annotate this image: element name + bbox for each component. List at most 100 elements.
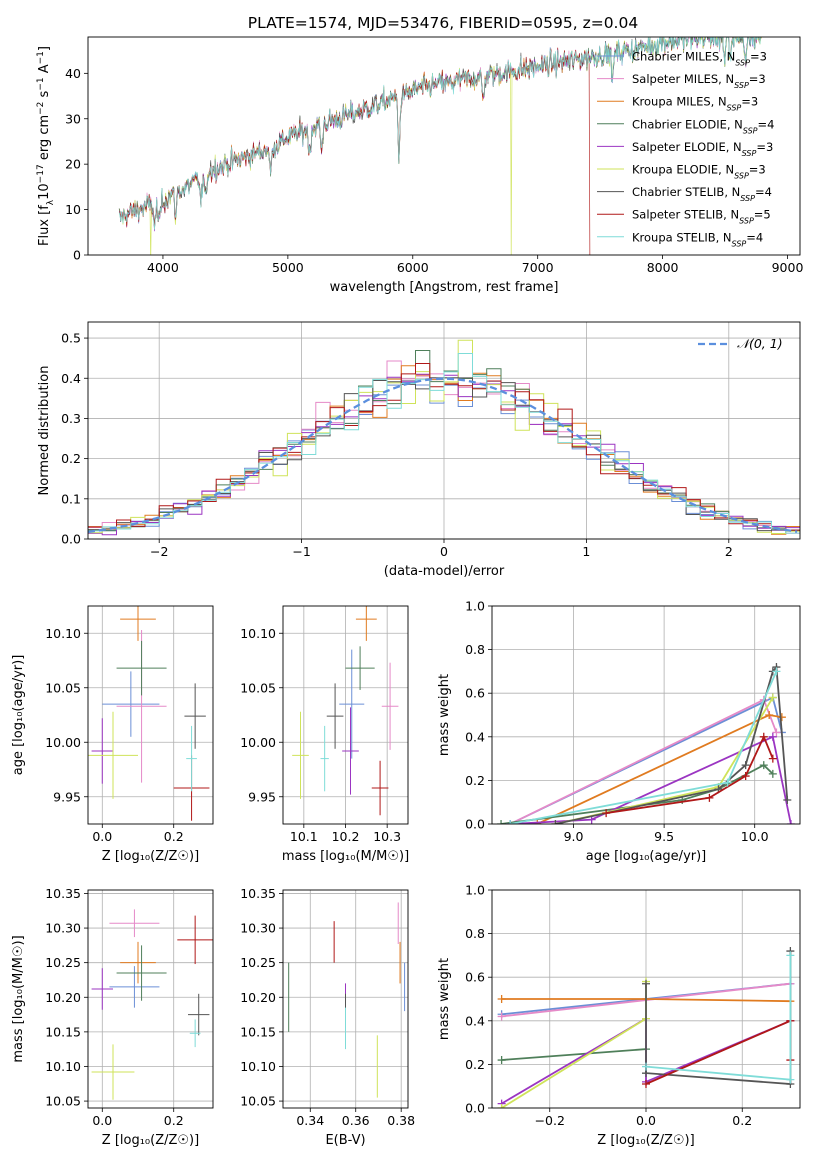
y-axis-label: Normed distribution bbox=[37, 366, 52, 496]
legend-label-chabrier_miles: Chabrier MILES, NSSP=3 bbox=[632, 50, 767, 68]
weight-marker-kroupa_elodie bbox=[768, 693, 777, 702]
weight-lines-weight_vs_Z bbox=[497, 947, 795, 1108]
weight-line-kroupa_miles bbox=[536, 714, 783, 824]
axes-age_vs_Z: 0.0 0.2 9.95 10.00 10.05 10.10 bbox=[45, 606, 213, 844]
plot-layer: 4000 5000 6000 7000 8000 9000010203040wavelen… bbox=[11, 36, 803, 1148]
legend-label-salpeter_miles: Salpeter MILES, NSSP=3 bbox=[632, 72, 766, 90]
legend-name: Salpeter STELIB, N bbox=[632, 208, 739, 222]
tick-label-y: 10.35 bbox=[240, 886, 276, 901]
weight-marker-kroupa_miles bbox=[497, 995, 506, 1003]
weight-marker-salpeter_elodie bbox=[786, 820, 795, 824]
axes-frame bbox=[87, 321, 801, 540]
weight-line-salpeter_stelib bbox=[645, 1019, 792, 1085]
legend-sub: SSP bbox=[734, 81, 749, 90]
x-axis-label: Z [log₁₀(Z/Z☉)] bbox=[597, 1133, 694, 1148]
legend-name: Kroupa ELODIE, N bbox=[632, 163, 734, 177]
y-axis-label: age [log₁₀(age/yr)] bbox=[11, 655, 26, 776]
weight-marker-kroupa_elodie bbox=[497, 1104, 506, 1108]
y-label-part: λ bbox=[46, 199, 56, 205]
tick-label-y: 0.5 bbox=[61, 331, 81, 346]
tick-label-y: 10.05 bbox=[240, 680, 276, 695]
y-label-part: −2 bbox=[36, 102, 46, 115]
legend-suffix: =3 bbox=[749, 163, 766, 177]
tick-label-x: 0.2 bbox=[164, 829, 184, 844]
weight-marker-chabrier_stelib bbox=[783, 796, 792, 805]
errorbars-age_vs_Z bbox=[88, 606, 210, 821]
gaussian-curve bbox=[88, 377, 798, 534]
legend-sub: SSP bbox=[742, 148, 757, 157]
legend-label-kroupa_miles: Kroupa MILES, NSSP=3 bbox=[632, 95, 758, 113]
tick-label-x: 0.2 bbox=[732, 1113, 752, 1128]
axes-frame bbox=[87, 889, 214, 1109]
weight-marker-salpeter_miles bbox=[772, 728, 781, 737]
y-label-part: −17 bbox=[36, 164, 46, 183]
tick-label-x: 9000 bbox=[772, 260, 804, 275]
tick-label-y: 20 bbox=[65, 157, 81, 172]
tick-label-y: 0.0 bbox=[61, 532, 81, 547]
x-axis-label: Z [log₁₀(Z/Z☉)] bbox=[102, 849, 199, 864]
tick-label-x: 2 bbox=[725, 544, 733, 559]
x-axis-label: E(B-V) bbox=[325, 1133, 365, 1148]
legend-suffix: =4 bbox=[746, 230, 763, 244]
histograms bbox=[88, 339, 800, 536]
tick-label-y: 10.25 bbox=[240, 955, 276, 970]
tick-label-x: 10.0 bbox=[741, 829, 769, 844]
legend-sub: SSP bbox=[739, 216, 754, 225]
weight-marker-chabrier_elodie bbox=[768, 769, 777, 778]
x-axis-label: wavelength [Angstrom, rest frame] bbox=[330, 280, 559, 295]
tick-label-y: 0.3 bbox=[61, 411, 81, 426]
weight-line-kroupa_stelib bbox=[645, 955, 792, 1081]
weight-line-kroupa_stelib bbox=[509, 671, 778, 824]
legend-label-kroupa_elodie: Kroupa ELODIE, NSSP=3 bbox=[632, 163, 766, 181]
tick-label-x: 10.2 bbox=[332, 829, 360, 844]
tick-label-x: 10.1 bbox=[290, 829, 318, 844]
tick-label-y: 10.30 bbox=[45, 921, 81, 936]
legend-sub: SSP bbox=[735, 58, 750, 67]
legend-label-gaussian: 𝒩(0, 1) bbox=[737, 336, 783, 351]
tick-label-y: 10.25 bbox=[45, 955, 81, 970]
legend-suffix: =3 bbox=[750, 50, 767, 64]
tick-label-x: 8000 bbox=[647, 260, 679, 275]
tick-label-y: 10.35 bbox=[45, 886, 81, 901]
legend-suffix: =4 bbox=[758, 117, 775, 131]
tick-label-y: 0.2 bbox=[465, 1057, 485, 1072]
legend-name: Chabrier ELODIE, N bbox=[632, 117, 743, 131]
axes-frame bbox=[87, 36, 801, 256]
axes-spectrum: 4000 5000 6000 7000 8000 9000 0 10 20 30 40 bbox=[65, 66, 803, 275]
axes-weight_vs_age: 9.0 9.5 10.0 0.0 0.2 0.4 0.6 0.8 1.0 bbox=[465, 599, 800, 844]
tick-label-y: 0.0 bbox=[465, 1101, 485, 1116]
weight-marker-chabrier_stelib bbox=[551, 820, 560, 824]
tick-label-y: 0.1 bbox=[61, 491, 81, 506]
tick-label-y: 0.4 bbox=[465, 1013, 485, 1028]
legend-sub: SSP bbox=[740, 194, 755, 203]
tick-label-y: 10.20 bbox=[45, 990, 81, 1005]
errorbars-mass_vs_ebv bbox=[288, 902, 406, 1098]
weight-marker-kroupa_stelib bbox=[723, 778, 732, 787]
legend-name: Kroupa STELIB, N bbox=[632, 230, 732, 244]
axes-frame bbox=[491, 889, 801, 1109]
tick-label-x: 0.34 bbox=[296, 1113, 324, 1128]
y-label-part: −1 bbox=[36, 77, 46, 90]
axes-frame bbox=[87, 605, 214, 825]
legend-name: Kroupa MILES, N bbox=[632, 95, 727, 109]
axes-frame bbox=[282, 889, 409, 1109]
tick-label-y: 10.30 bbox=[240, 921, 276, 936]
weight-line-chabrier_stelib bbox=[555, 664, 789, 824]
weight-marker-salpeter_elodie bbox=[768, 732, 777, 741]
spectrum-lines bbox=[118, 37, 763, 255]
tick-label-x: 0.36 bbox=[342, 1113, 370, 1128]
tick-label-y: 0.4 bbox=[61, 371, 81, 386]
weight-lines-weight_vs_age bbox=[497, 663, 795, 824]
tick-label-x: 0.0 bbox=[92, 1113, 112, 1128]
figure-title: PLATE=1574, MJD=53476, FIBERID=0595, z=0… bbox=[248, 14, 638, 32]
tick-label-y: 10 bbox=[65, 202, 81, 217]
tick-label-y: 10.15 bbox=[240, 1024, 276, 1039]
tick-label-x: 0.0 bbox=[92, 829, 112, 844]
axes-weight_vs_Z: −0.2 0.0 0.2 0.0 0.2 0.4 0.6 0.8 1.0 bbox=[465, 883, 800, 1128]
tick-label-y: 1.0 bbox=[465, 599, 485, 614]
axes-frame bbox=[282, 605, 409, 825]
weight-marker-chabrier_elodie bbox=[759, 761, 768, 770]
spectrum-series-kroupa_stelib bbox=[118, 37, 761, 230]
legend-name: Salpeter MILES, N bbox=[632, 72, 734, 86]
